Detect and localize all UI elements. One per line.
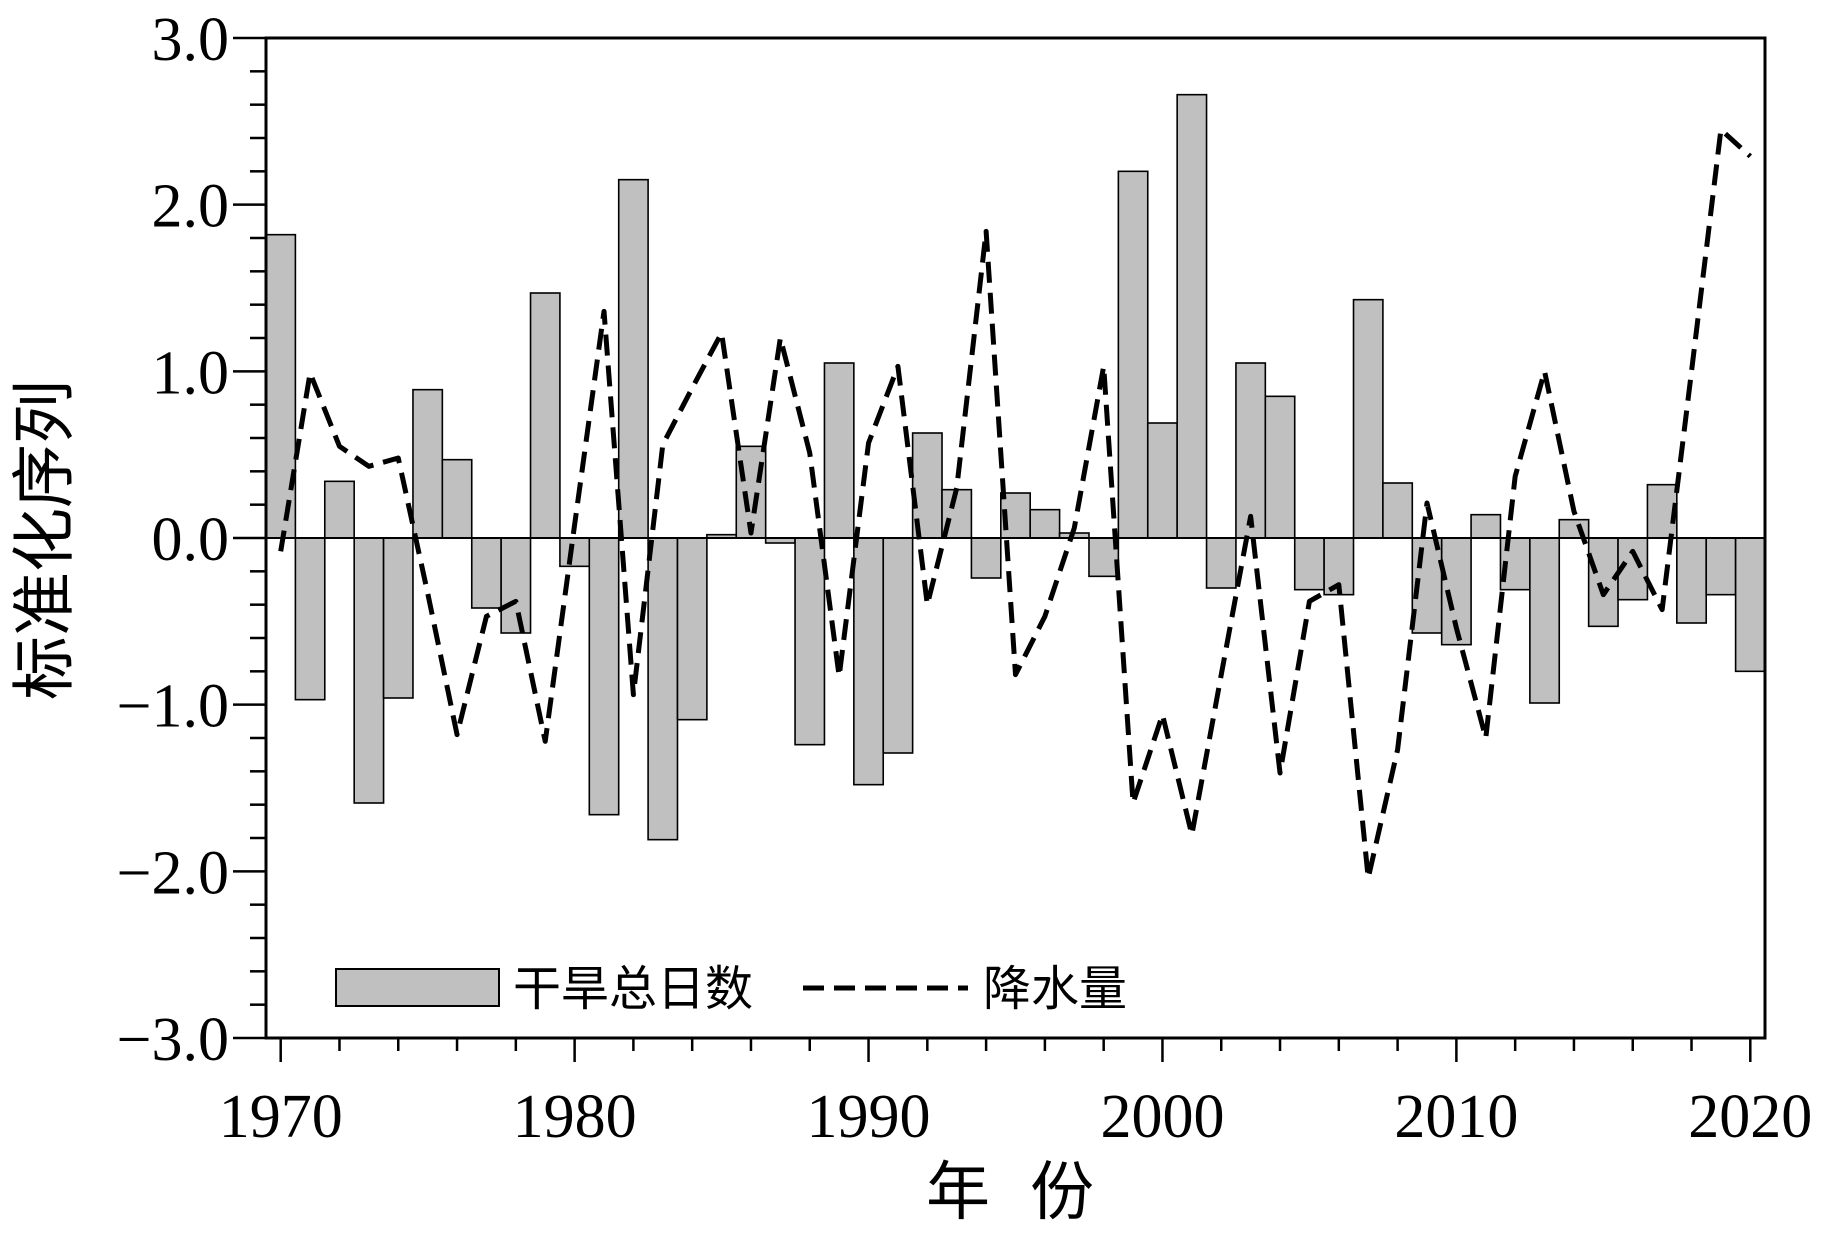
y-tick-label: 1.0 (152, 339, 230, 407)
x-tick-label: 1990 (807, 1083, 931, 1151)
legend-label-drought-days: 干旱总日数 (513, 963, 753, 1016)
x-tick-label: 1970 (219, 1083, 343, 1151)
legend: 干旱总日数 降水量 (335, 963, 1127, 1016)
x-tick-label: 1980 (513, 1083, 637, 1151)
bar-drought-days-2013 (1529, 537, 1561, 704)
bar-drought-days-1972 (323, 480, 355, 539)
bar-drought-days-1978 (500, 537, 532, 634)
bar-drought-days-1988 (794, 537, 826, 746)
bar-drought-days-1977 (470, 537, 502, 609)
y-axis-title: 标准化序列 (10, 380, 81, 700)
bar-drought-days-2001 (1176, 93, 1208, 539)
bar-drought-days-2004 (1264, 395, 1296, 539)
y-tick-label: 3.0 (152, 6, 230, 74)
bar-drought-days-1975 (412, 388, 444, 539)
bar-drought-days-1981 (588, 537, 620, 816)
bar-drought-days-2008 (1382, 482, 1414, 539)
bar-drought-days-2020 (1734, 537, 1766, 673)
bar-drought-days-2003 (1235, 362, 1267, 539)
x-axis-ticks: 1970 1980 1990 2000 2010 2020 (219, 1038, 1812, 1151)
y-tick-label: 0.0 (152, 506, 230, 574)
bar-drought-days-1983 (647, 537, 679, 841)
bar-drought-days-1992 (911, 432, 943, 539)
bar-drought-days-2007 (1352, 298, 1384, 539)
bar-drought-days-1971 (294, 537, 326, 701)
bar-drought-days-2015 (1587, 537, 1619, 628)
bar-drought-days-2000 (1146, 422, 1178, 539)
bar-drought-days-1974 (382, 537, 414, 699)
bar-drought-days-1996 (1029, 508, 1061, 539)
y-tick-label: −1.0 (117, 673, 229, 741)
x-tick-label: 2000 (1100, 1083, 1224, 1151)
bar-drought-days-2005 (1293, 537, 1325, 591)
y-tick-label: −2.0 (117, 839, 229, 907)
bar-drought-days-1973 (353, 537, 385, 804)
bar-drought-days-1979 (529, 292, 561, 539)
x-tick-label: 2020 (1688, 1083, 1812, 1151)
bar-drought-days-2011 (1470, 513, 1502, 539)
bar-drought-days-1982 (617, 178, 649, 539)
x-axis-title: 年 份 (926, 1157, 1094, 1228)
bar-drought-days-2019 (1705, 537, 1737, 596)
line-precipitation (278, 127, 1752, 881)
legend-swatch-drought-days (335, 968, 500, 1007)
precipitation-line-layer (278, 127, 1752, 881)
bar-drought-days-1984 (676, 537, 708, 721)
bar-drought-days-1991 (882, 537, 914, 754)
y-tick-label: 2.0 (152, 173, 230, 241)
y-axis-ticks: 3.0 2.0 1.0 0.0 −1.0 −2.0 −3.0 (117, 6, 266, 1074)
y-tick-label: −3.0 (117, 1006, 229, 1074)
drought-days-bars (265, 93, 1766, 841)
bar-drought-days-1976 (441, 458, 473, 539)
bar-drought-days-1989 (823, 362, 855, 539)
legend-label-precipitation: 降水量 (983, 963, 1127, 1016)
x-tick-label: 2010 (1394, 1083, 1518, 1151)
bar-drought-days-2002 (1205, 537, 1237, 589)
bar-drought-days-1980 (559, 537, 591, 568)
bar-drought-days-1970 (265, 233, 297, 539)
bar-drought-days-1994 (970, 537, 1002, 579)
bar-drought-days-1999 (1117, 170, 1149, 539)
bar-drought-days-1990 (853, 537, 885, 786)
bar-drought-days-2018 (1676, 537, 1708, 624)
